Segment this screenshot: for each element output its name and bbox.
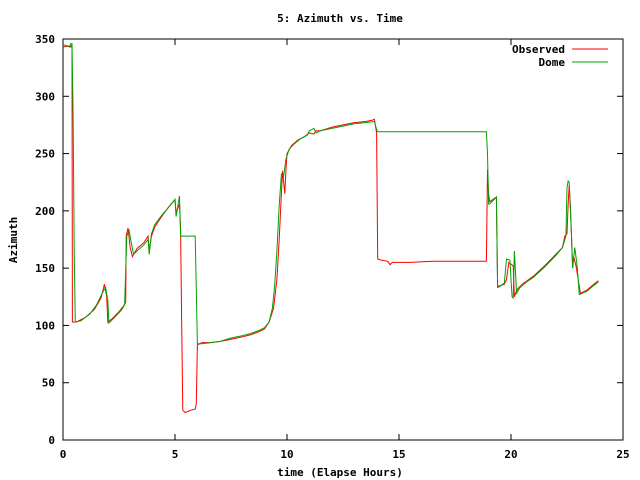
plot-frame [62,38,624,441]
x-tick-label: 15 [392,448,405,461]
y-tick-label: 300 [35,90,55,103]
series-layer [62,43,599,414]
series-line-observed [62,44,599,414]
x-tick-label: 0 [60,448,67,461]
y-tick-label: 200 [35,205,55,218]
axis-ticks: 0 50 100 150 200 250 300 350 0 5 10 15 20 25 [35,33,630,461]
legend-label-dome: Dome [539,56,566,69]
series-line-dome [62,43,599,345]
x-axis-label: time (Elapse Hours) [277,466,403,479]
y-tick-label: 350 [35,33,55,46]
x-tick-label: 25 [616,448,629,461]
x-tick-label: 10 [280,448,293,461]
chart-title: 5: Azimuth vs. Time [277,12,403,25]
legend-label-observed: Observed [512,43,565,56]
y-tick-label: 100 [35,319,55,332]
y-tick-label: 150 [35,262,55,275]
y-tick-label: 250 [35,148,55,161]
y-tick-label: 0 [48,434,55,447]
x-tick-label: 20 [504,448,517,461]
y-axis-label: Azimuth [7,217,20,263]
y-tick-label: 50 [42,377,55,390]
x-tick-label: 5 [172,448,179,461]
